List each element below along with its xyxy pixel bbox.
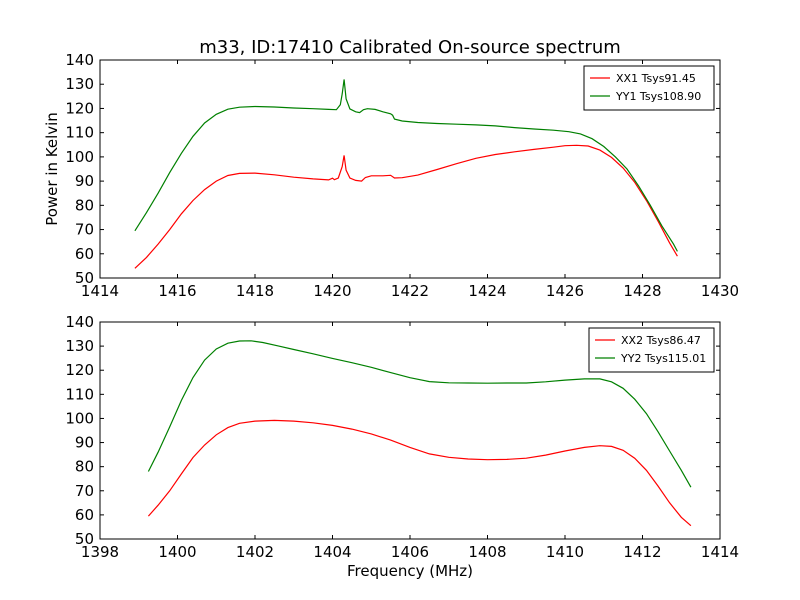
legend-label: XX2 Tsys86.47 <box>621 334 701 347</box>
y-tick-label: 70 <box>75 482 94 500</box>
series-line-2 <box>134 79 678 252</box>
legend: XX2 Tsys86.47 YY2 Tsys115.01 <box>588 327 715 373</box>
x-tick-label: 1414 <box>701 543 739 561</box>
chart-panel-top: 1414 1416 1418 1420 1422 1424 1426 1428 1430 50 60… <box>65 51 739 300</box>
legend-label: YY1 Tsys108.90 <box>615 90 701 103</box>
legend-box <box>583 65 715 111</box>
y-tick-label: 100 <box>65 409 94 427</box>
y-tick-label: 140 <box>65 51 94 69</box>
legend-label: YY2 Tsys115.01 <box>620 352 706 365</box>
x-tick-label: 1412 <box>623 543 661 561</box>
x-tick-label: 1398 <box>81 543 119 561</box>
series-line-1 <box>134 144 678 269</box>
y-tick-label: 130 <box>65 75 94 93</box>
y-tick-label: 100 <box>65 148 94 166</box>
y-tick-label: 140 <box>65 313 94 331</box>
chart-panel-bottom: 1398 1400 1402 1404 1406 1408 1410 1412 1414 50 60… <box>65 313 739 561</box>
legend-label: XX1 Tsys91.45 <box>616 72 696 85</box>
x-tick-label: 1402 <box>236 543 274 561</box>
x-tick-label: 1404 <box>313 543 351 561</box>
y-axis-label-top: Power in Kelvin <box>43 112 61 226</box>
y-tick-label: 80 <box>75 196 94 214</box>
y-tick-label: 110 <box>65 385 94 403</box>
chart-title-top: m33, ID:17410 Calibrated On-source spect… <box>199 37 621 58</box>
legend: XX1 Tsys91.45 YY1 Tsys108.90 <box>583 65 715 111</box>
legend-box <box>588 327 715 373</box>
x-tick-label: 1426 <box>546 282 584 300</box>
y-tick-label: 110 <box>65 124 94 142</box>
y-tick-label: 90 <box>75 172 94 190</box>
y-tick-label: 60 <box>75 506 94 524</box>
x-tick-label: 1400 <box>158 543 196 561</box>
x-tick-label: 1416 <box>158 282 196 300</box>
series-line-2 <box>147 340 692 488</box>
y-tick-label: 120 <box>65 361 94 379</box>
x-tick-label: 1428 <box>623 282 661 300</box>
x-tick-label: 1408 <box>468 543 506 561</box>
x-tick-label: 1410 <box>546 543 584 561</box>
x-axis-label-bottom: Frequency (MHz) <box>347 562 473 580</box>
y-tick-label: 70 <box>75 221 94 239</box>
y-tick-label: 120 <box>65 99 94 117</box>
x-tick-label: 1420 <box>313 282 351 300</box>
x-tick-label: 1406 <box>391 543 429 561</box>
y-tick-label: 90 <box>75 434 94 452</box>
y-tick-label: 50 <box>75 530 94 548</box>
y-tick-label: 130 <box>65 337 94 355</box>
x-tick-label: 1418 <box>236 282 274 300</box>
y-tick-label: 50 <box>75 269 94 287</box>
series-line-1 <box>147 419 692 527</box>
y-tick-label: 80 <box>75 458 94 476</box>
x-tick-label: 1414 <box>81 282 119 300</box>
y-tick-label: 60 <box>75 245 94 263</box>
x-tick-label: 1430 <box>701 282 739 300</box>
x-tick-label: 1422 <box>391 282 429 300</box>
x-tick-label: 1424 <box>468 282 506 300</box>
